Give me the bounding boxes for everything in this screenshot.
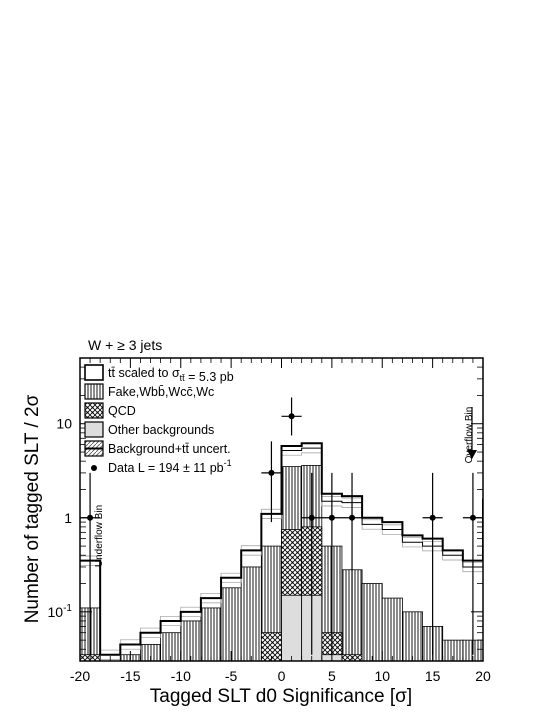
legend-label-fake: Fake,Wbb̄,Wcc̄,Wc — [108, 385, 214, 399]
legend-swatch-total — [84, 364, 104, 381]
data-point — [268, 469, 275, 476]
overflow-bin-label: Overflow Bin — [464, 407, 475, 464]
legend-swatch-other — [84, 421, 104, 438]
legend-label-qcd: QCD — [108, 404, 136, 418]
legend-label-other: Other backgrounds — [108, 423, 214, 437]
fake-bar — [180, 620, 202, 661]
legend: tt̄ scaled to σtt̄ = 5.3 pbFake,Wbb̄,Wcc… — [84, 364, 234, 475]
fake-bar — [200, 607, 222, 661]
x-tick-label: 0 — [278, 668, 286, 684]
y-tick-label: 10-1 — [48, 603, 73, 620]
fake-bar — [240, 566, 262, 661]
underflow-bin-label: Underflow Bin — [94, 505, 105, 567]
legend-marker-data — [91, 465, 97, 471]
y-tick-label: 1 — [64, 510, 72, 526]
x-axis-label: Tagged SLT d0 Significance [σ] — [150, 686, 412, 707]
x-tick-label: 10 — [374, 668, 390, 684]
fake-bar — [220, 587, 242, 661]
x-tick-label: -10 — [171, 668, 191, 684]
fake-bar — [401, 611, 423, 661]
other-bar — [281, 594, 303, 661]
legend-label-data: Data L = 194 ± 11 pb-1 — [108, 458, 232, 475]
legend-label-total: tt̄ scaled to σtt̄ = 5.3 pb — [108, 366, 234, 384]
data-point — [288, 413, 295, 420]
x-tick-label: 15 — [425, 668, 441, 684]
total-line — [80, 442, 483, 656]
data-point — [308, 514, 315, 521]
data-point — [429, 514, 436, 521]
legend-label-background: Background+tt̄ uncert. — [108, 442, 231, 456]
fake-bar — [361, 583, 383, 661]
x-tick-label: -15 — [120, 668, 140, 684]
fake-bar — [381, 597, 403, 661]
data-point — [349, 514, 356, 521]
overflow-arrow-head — [467, 450, 477, 459]
y-axis-label: Number of tagged SLT / 2σ — [22, 394, 43, 623]
chart-title: W + ≥ 3 jets — [88, 337, 162, 353]
legend-swatch-qcd — [84, 402, 104, 419]
x-tick-label: -5 — [225, 668, 238, 684]
x-tick-label: 5 — [328, 668, 336, 684]
legend-swatch-fake — [84, 383, 104, 400]
x-tick-label: -20 — [70, 668, 90, 684]
x-tick-label: 20 — [475, 668, 491, 684]
data-point — [328, 514, 335, 521]
y-tick-label: 10 — [56, 416, 72, 432]
